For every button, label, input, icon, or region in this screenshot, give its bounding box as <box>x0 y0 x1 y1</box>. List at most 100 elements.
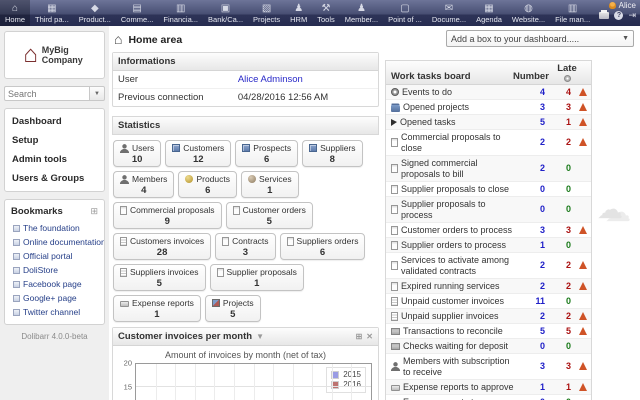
stat-badge-prospects[interactable]: Prospects6 <box>235 140 298 167</box>
menu-item-label: Comme... <box>121 15 154 24</box>
widget-move-icon[interactable]: ⊞ <box>356 332 363 341</box>
stat-badge-users[interactable]: Users10 <box>113 140 161 167</box>
bookmark-label: Online documentation <box>23 237 104 247</box>
bookmark-item[interactable]: Online documentation <box>5 235 104 249</box>
menu-item-commercial[interactable]: ▤Comme... <box>116 0 159 26</box>
task-row: Members with subscription to receive33 <box>386 354 591 380</box>
task-number-link[interactable]: 1 <box>517 240 545 251</box>
menu-item-bank[interactable]: ▣Bank/Ca... <box>203 0 248 26</box>
task-late-count: 0 <box>545 204 571 215</box>
logout-icon[interactable]: ⇥ <box>628 11 636 20</box>
sidebar-item-setup[interactable]: Setup <box>5 131 104 150</box>
task-number-link[interactable]: 4 <box>517 87 545 98</box>
column-header-late[interactable]: Late <box>547 63 587 82</box>
widget-close-icon[interactable]: ✕ <box>366 332 373 341</box>
bookmark-item[interactable]: Google+ page <box>5 291 104 305</box>
task-number-link[interactable]: 1 <box>517 382 545 393</box>
menu-item-members[interactable]: ♟Member... <box>340 0 383 26</box>
search-dropdown-button[interactable]: ▼ <box>90 86 105 101</box>
task-number-link[interactable]: 2 <box>517 260 545 271</box>
menu-item-projects[interactable]: ▧Projects <box>248 0 285 26</box>
company-icon <box>242 144 250 152</box>
stat-badge-products[interactable]: Products6 <box>178 171 237 198</box>
user-menu[interactable]: Alice <box>599 1 636 10</box>
add-bookmark-icon[interactable]: ⊞ <box>90 206 98 217</box>
column-header-number[interactable]: Number <box>513 71 547 82</box>
stat-badge-value: 28 <box>120 247 204 258</box>
clock-icon <box>391 88 399 96</box>
invoice-icon <box>391 297 398 306</box>
stat-badge-contracts[interactable]: Contracts3 <box>215 233 275 260</box>
task-number-link[interactable]: 2 <box>517 163 545 174</box>
menu-item-hrm[interactable]: ♟HRM <box>285 0 312 26</box>
task-number-link[interactable]: 0 <box>517 184 545 195</box>
task-row: Signed commercial proposals to bill20 <box>386 156 591 182</box>
task-number-link[interactable]: 11 <box>517 296 545 307</box>
warning-icon <box>579 312 587 320</box>
stat-badge-commercial-proposals[interactable]: Commercial proposals9 <box>113 202 222 229</box>
gridline <box>351 364 352 400</box>
stat-badge-projects[interactable]: Projects5 <box>205 295 261 322</box>
bookmark-item[interactable]: Facebook page <box>5 277 104 291</box>
task-late-count: 2 <box>545 311 571 322</box>
bookmark-icon <box>13 281 20 288</box>
menu-item-file-manager[interactable]: ▥File man... <box>550 0 595 26</box>
help-icon[interactable]: ? <box>614 11 623 20</box>
menu-item-agenda[interactable]: ▦Agenda <box>471 0 507 26</box>
doc-icon <box>391 282 398 291</box>
menu-item-third-parties[interactable]: ▦Third pa... <box>30 0 74 26</box>
sidebar-item-users-groups[interactable]: Users & Groups <box>5 169 104 188</box>
company-logo[interactable]: ⌂ MyBig Company <box>4 31 105 79</box>
warning-icon <box>579 383 587 391</box>
stat-badge-customer-orders[interactable]: Customer orders5 <box>226 202 313 229</box>
stat-badge-suppliers[interactable]: Suppliers8 <box>302 140 362 167</box>
task-number-link[interactable]: 3 <box>517 361 545 372</box>
task-number-link[interactable]: 2 <box>517 137 545 148</box>
menu-item-pos[interactable]: ▢Point of ... <box>383 0 427 26</box>
task-number-link[interactable]: 2 <box>517 281 545 292</box>
task-number-link[interactable]: 2 <box>517 311 545 322</box>
search-input[interactable] <box>4 86 90 101</box>
gridline <box>214 364 215 400</box>
stat-badge-customers-invoices[interactable]: Customers invoices28 <box>113 233 211 260</box>
bookmark-item[interactable]: Official portal <box>5 249 104 263</box>
bookmark-item[interactable]: DoliStore <box>5 263 104 277</box>
task-number-link[interactable]: 5 <box>517 117 545 128</box>
menu-item-home[interactable]: ⌂Home <box>0 0 30 26</box>
stat-badge-customers[interactable]: Customers12 <box>165 140 231 167</box>
info-value[interactable]: Alice Adminson <box>238 74 303 85</box>
task-number-link[interactable]: 5 <box>517 326 545 337</box>
tools-icon: ⚒ <box>322 3 331 14</box>
stat-badge-members[interactable]: Members4 <box>113 171 174 198</box>
bookmark-item[interactable]: Twitter channel <box>5 305 104 319</box>
menu-item-documents[interactable]: ✉Docume... <box>427 0 471 26</box>
topbar-menu: ⌂Home▦Third pa...◆Product...▤Comme...▥Fi… <box>0 0 595 26</box>
stat-badge-value: 6 <box>242 154 291 165</box>
menu-item-label: Tools <box>317 15 335 24</box>
task-number-link[interactable]: 0 <box>517 341 545 352</box>
home-icon: ⌂ <box>12 3 18 14</box>
task-number-link[interactable]: 0 <box>517 397 545 400</box>
filter-icon[interactable]: ▼ <box>256 332 264 341</box>
menu-item-website[interactable]: ◍Website... <box>507 0 550 26</box>
stat-badge-suppliers-orders[interactable]: Suppliers orders6 <box>280 233 366 260</box>
task-number-link[interactable]: 3 <box>517 225 545 236</box>
chart-plot: 20152016 <box>135 363 372 400</box>
print-icon[interactable] <box>599 12 609 19</box>
menu-item-financial[interactable]: ▥Financia... <box>158 0 203 26</box>
task-number-link[interactable]: 3 <box>517 102 545 113</box>
add-box-select[interactable]: Add a box to your dashboard..... ▼ <box>446 30 634 47</box>
stat-badge-value: 9 <box>120 216 215 227</box>
sidebar-item-admin-tools[interactable]: Admin tools <box>5 150 104 169</box>
bookmark-item[interactable]: The foundation <box>5 221 104 235</box>
stat-badge-suppliers-invoices[interactable]: Suppliers invoices5 <box>113 264 206 291</box>
menu-item-products[interactable]: ◆Product... <box>74 0 116 26</box>
menu-item-label: Bank/Ca... <box>208 15 243 24</box>
task-row: Events to do44 <box>386 85 591 100</box>
stat-badge-supplier-proposals[interactable]: Supplier proposals1 <box>210 264 304 291</box>
task-number-link[interactable]: 0 <box>517 204 545 215</box>
sidebar-item-dashboard[interactable]: Dashboard <box>5 112 104 131</box>
stat-badge-expense-reports[interactable]: Expense reports1 <box>113 295 201 322</box>
menu-item-tools[interactable]: ⚒Tools <box>312 0 340 26</box>
stat-badge-services[interactable]: Services1 <box>241 171 299 198</box>
